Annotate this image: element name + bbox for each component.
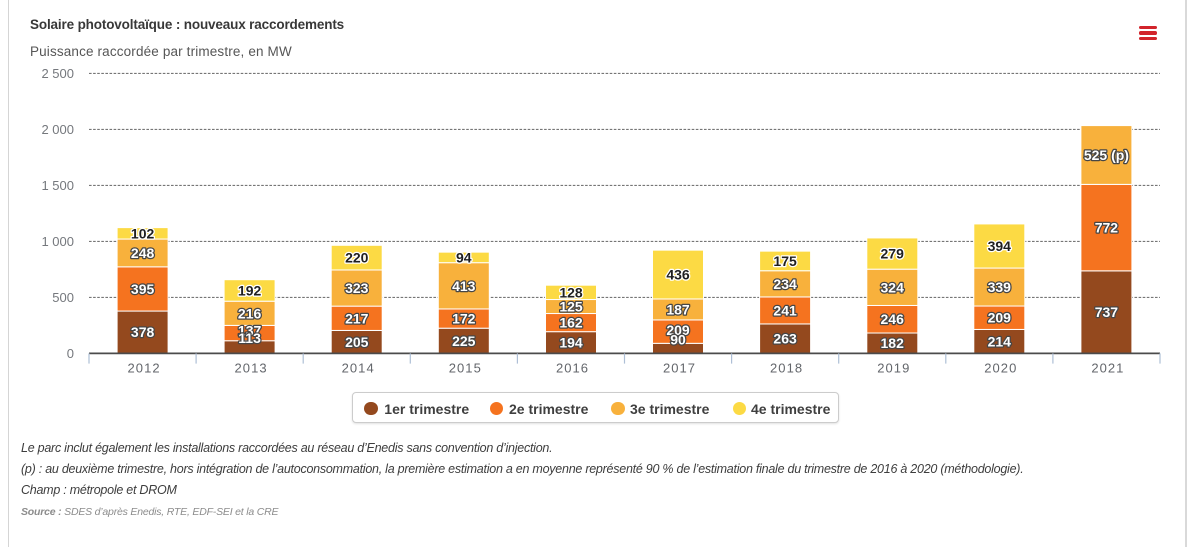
svg-text:187: 187	[666, 301, 690, 317]
svg-text:500: 500	[52, 290, 74, 305]
svg-text:2020: 2020	[984, 361, 1017, 376]
svg-text:216: 216	[238, 305, 262, 321]
svg-text:248: 248	[131, 245, 155, 261]
svg-text:324: 324	[881, 279, 905, 295]
svg-text:113: 113	[238, 330, 261, 346]
svg-text:2021: 2021	[1091, 361, 1124, 376]
svg-text:182: 182	[881, 335, 905, 351]
svg-text:2015: 2015	[449, 361, 482, 376]
svg-text:125: 125	[559, 299, 583, 315]
svg-text:2018: 2018	[770, 361, 803, 376]
svg-text:220: 220	[345, 250, 369, 266]
svg-text:323: 323	[345, 280, 369, 296]
svg-text:525 (p): 525 (p)	[1084, 147, 1129, 163]
svg-text:772: 772	[1095, 220, 1119, 236]
svg-text:263: 263	[773, 331, 797, 347]
svg-text:162: 162	[559, 315, 583, 331]
svg-text:395: 395	[131, 281, 155, 297]
svg-text:1 000: 1 000	[41, 234, 74, 249]
svg-text:737: 737	[1095, 304, 1119, 320]
svg-text:209: 209	[988, 310, 1012, 326]
svg-text:209: 209	[666, 322, 690, 338]
svg-text:2016: 2016	[556, 361, 589, 376]
svg-text:225: 225	[452, 333, 476, 349]
svg-text:175: 175	[773, 253, 797, 269]
svg-text:279: 279	[881, 246, 905, 262]
svg-text:2 000: 2 000	[41, 122, 74, 137]
svg-text:172: 172	[452, 311, 476, 327]
svg-text:1 500: 1 500	[41, 178, 74, 193]
svg-text:2 500: 2 500	[41, 66, 74, 81]
svg-text:2014: 2014	[342, 361, 375, 376]
svg-text:128: 128	[559, 284, 583, 300]
svg-text:2017: 2017	[663, 361, 696, 376]
svg-text:394: 394	[988, 238, 1012, 254]
svg-text:2019: 2019	[877, 361, 910, 376]
svg-text:339: 339	[988, 279, 1012, 295]
svg-text:137: 137	[238, 323, 262, 339]
svg-text:94: 94	[456, 249, 472, 265]
svg-text:90: 90	[670, 331, 686, 347]
svg-text:0: 0	[67, 346, 74, 361]
svg-text:214: 214	[988, 333, 1012, 349]
svg-text:102: 102	[131, 225, 155, 241]
svg-text:192: 192	[238, 283, 262, 299]
svg-text:378: 378	[131, 324, 155, 340]
svg-text:241: 241	[773, 302, 797, 318]
svg-text:234: 234	[773, 276, 797, 292]
svg-text:194: 194	[559, 335, 583, 351]
svg-text:205: 205	[345, 334, 369, 350]
svg-text:217: 217	[345, 310, 369, 326]
svg-text:246: 246	[881, 311, 905, 327]
svg-text:413: 413	[452, 278, 476, 294]
svg-text:436: 436	[666, 267, 690, 283]
svg-text:2013: 2013	[235, 361, 268, 376]
svg-text:2012: 2012	[128, 361, 161, 376]
